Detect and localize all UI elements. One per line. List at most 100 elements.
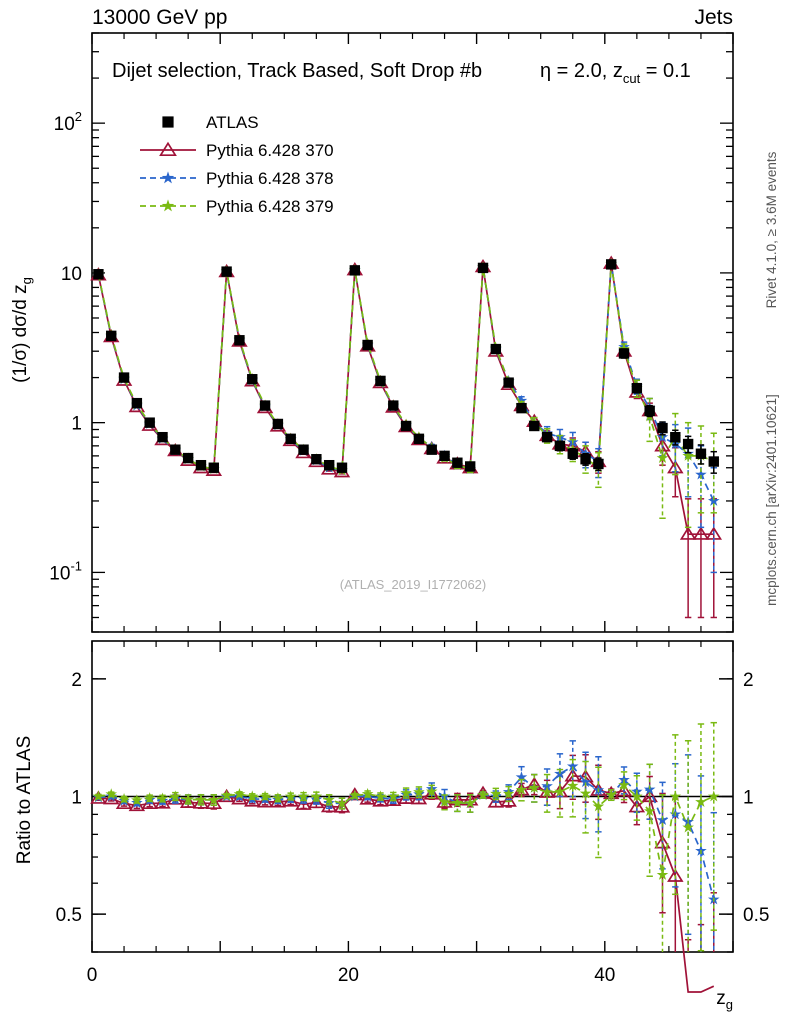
data-marker-triangle xyxy=(282,793,299,807)
series-pythia-6-428-379 xyxy=(92,721,720,952)
data-marker-square xyxy=(388,400,399,411)
data-marker-triangle xyxy=(269,794,287,808)
data-marker-square xyxy=(323,459,335,471)
main-y-axis-label: (1/σ) dσ/d zg xyxy=(10,277,34,383)
data-marker-triangle xyxy=(487,794,505,808)
legend-label: Pythia 6.428 379 xyxy=(206,197,334,216)
data-marker-square xyxy=(644,405,655,417)
header-right-category: Jets xyxy=(694,6,733,29)
data-marker-square xyxy=(106,330,117,342)
data-marker-square xyxy=(708,456,719,467)
data-marker-square xyxy=(336,462,348,473)
main-plot-panel: 102 10 1 10-1 xyxy=(49,32,734,633)
data-marker-square xyxy=(516,402,527,414)
data-marker-star xyxy=(656,868,669,880)
data-marker-star xyxy=(464,797,476,809)
data-marker-star xyxy=(323,793,335,805)
data-marker-star xyxy=(682,449,694,461)
data-marker-square xyxy=(426,444,437,455)
data-marker-triangle xyxy=(372,793,389,807)
sidebar-rivet-version: Rivet 4.1.0, ≥ 3.6M events xyxy=(764,151,779,308)
legend-item-2[interactable]: Pythia 6.428 378 xyxy=(140,169,334,188)
data-marker-square xyxy=(259,400,271,411)
ratio-y-axis-label: Ratio to ATLAS xyxy=(14,736,35,865)
data-marker-star xyxy=(425,785,438,797)
data-marker-square xyxy=(195,459,207,471)
ratio-y-tick-label: 0.5 xyxy=(56,905,82,926)
legend-item-3[interactable]: Pythia 6.428 379 xyxy=(140,197,334,216)
data-marker-square xyxy=(208,462,219,473)
header-left-energy: 13000 GeV pp xyxy=(92,6,227,29)
data-marker-triangle xyxy=(308,794,325,809)
data-marker-square xyxy=(298,444,309,455)
legend-item-1[interactable]: Pythia 6.428 370 xyxy=(140,141,334,160)
data-marker-star xyxy=(605,788,617,800)
data-marker-triangle xyxy=(192,795,210,809)
legend-label: Pythia 6.428 370 xyxy=(206,141,334,160)
data-marker-triangle xyxy=(679,526,697,540)
data-marker-star xyxy=(156,792,169,804)
data-marker-star xyxy=(592,800,605,812)
data-marker-square xyxy=(311,454,322,465)
data-marker-star xyxy=(310,790,323,802)
ratio-y-tick-label: 2 xyxy=(71,670,82,691)
data-marker-triangle xyxy=(320,798,338,813)
data-marker-square xyxy=(606,259,617,270)
data-marker-star xyxy=(566,779,579,791)
data-marker-star xyxy=(438,796,451,808)
ratio-y-tick-label: 1 xyxy=(743,788,754,809)
x-axis-label: zg xyxy=(716,988,733,1012)
data-marker-triangle xyxy=(500,793,517,807)
legend-item-0[interactable]: ATLAS xyxy=(162,113,259,132)
data-marker-star xyxy=(643,805,656,817)
data-marker-square xyxy=(541,431,553,443)
data-marker-star xyxy=(92,790,105,802)
data-marker-star xyxy=(502,787,515,799)
data-marker-square xyxy=(272,418,284,430)
data-marker-square xyxy=(618,348,630,359)
data-marker-star xyxy=(387,790,400,802)
data-marker-square xyxy=(593,458,604,470)
data-marker-star xyxy=(182,793,194,805)
data-marker-triangle xyxy=(115,795,133,810)
data-marker-star xyxy=(515,783,528,795)
data-marker-square xyxy=(362,339,373,351)
data-marker-triangle xyxy=(244,793,261,807)
data-marker-triangle xyxy=(333,799,351,813)
data-marker-star xyxy=(528,781,541,793)
data-marker-star xyxy=(310,793,323,805)
data-marker-star xyxy=(284,790,297,802)
data-marker-square xyxy=(439,450,450,462)
plot-title-left: Dijet selection, Track Based, Soft Drop … xyxy=(112,60,482,82)
legend-label: Pythia 6.428 378 xyxy=(206,169,334,188)
data-marker-square xyxy=(490,343,502,355)
ratio-y-tick-label: 2 xyxy=(743,670,754,691)
analysis-watermark: (ATLAS_2019_I1772062) xyxy=(340,577,486,592)
data-marker-star xyxy=(259,790,271,802)
data-marker-star xyxy=(554,785,566,797)
data-marker-star xyxy=(515,771,528,783)
data-marker-square xyxy=(118,372,130,383)
data-marker-star xyxy=(220,789,233,801)
data-marker-star xyxy=(490,787,502,799)
data-marker-star xyxy=(541,786,553,798)
data-marker-square xyxy=(695,448,707,459)
data-marker-star xyxy=(707,790,720,802)
plot-title-right: η = 2.0, zcut = 0.1 xyxy=(540,60,691,86)
series-atlas xyxy=(93,259,719,474)
data-marker-square xyxy=(162,116,174,128)
data-marker-star xyxy=(669,790,682,802)
data-marker-square xyxy=(349,265,361,276)
data-marker-square xyxy=(567,448,578,459)
data-marker-star xyxy=(208,793,220,805)
data-marker-square xyxy=(285,433,296,445)
main-y-tick-label: 10 xyxy=(61,264,82,285)
data-marker-square xyxy=(631,382,643,394)
data-marker-square xyxy=(682,438,694,450)
legend-label: ATLAS xyxy=(206,113,259,132)
data-marker-triangle xyxy=(231,791,248,805)
ratio-y-tick-label: 1 xyxy=(71,788,82,809)
